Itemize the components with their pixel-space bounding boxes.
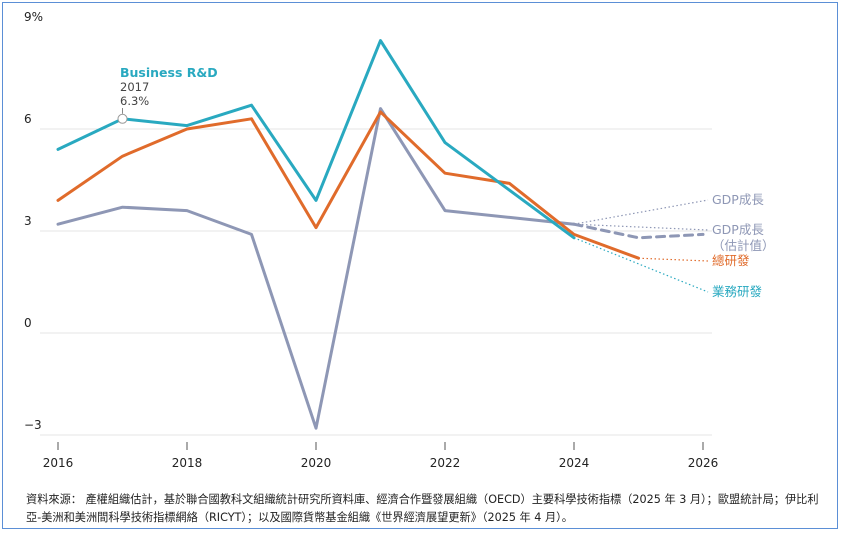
x-tick-label: 2020: [301, 456, 332, 470]
series-line: [56, 39, 576, 240]
annotation-marker: [117, 113, 128, 124]
annotation-year: 2017: [120, 80, 149, 94]
y-tick-label: −3: [24, 418, 42, 432]
series-label: 總研發: [712, 253, 750, 268]
y-tick-label: 0: [24, 316, 32, 330]
series-label: GDP成長: [712, 222, 764, 237]
x-tick-label: 2018: [172, 456, 203, 470]
source-note: 資料來源： 產權組織估計，基於聯合國教科文組織統計研究所資料庫、經濟合作暨發展組…: [26, 493, 819, 524]
y-tick-label: 9%: [24, 10, 43, 24]
leader-line: [573, 199, 709, 225]
series-line: [56, 110, 640, 260]
series-line: [572, 222, 705, 240]
x-tick-label: 2016: [43, 456, 74, 470]
chart-frame: [2, 2, 838, 529]
series-label: GDP成長: [712, 192, 764, 207]
series-label: （估計值）: [712, 238, 775, 253]
x-tick-label: 2026: [688, 456, 719, 470]
y-tick-label: 6: [24, 112, 32, 126]
annotation-value: 6.3%: [120, 94, 149, 108]
x-tick-label: 2024: [559, 456, 590, 470]
series-label: 業務研發: [712, 284, 763, 299]
annotation-title: Business R&D: [120, 65, 218, 80]
y-tick-label: 3: [24, 214, 32, 228]
series-line: [56, 107, 576, 430]
leader-line: [638, 257, 709, 262]
leader-line: [573, 237, 709, 293]
x-tick-label: 2022: [430, 456, 461, 470]
